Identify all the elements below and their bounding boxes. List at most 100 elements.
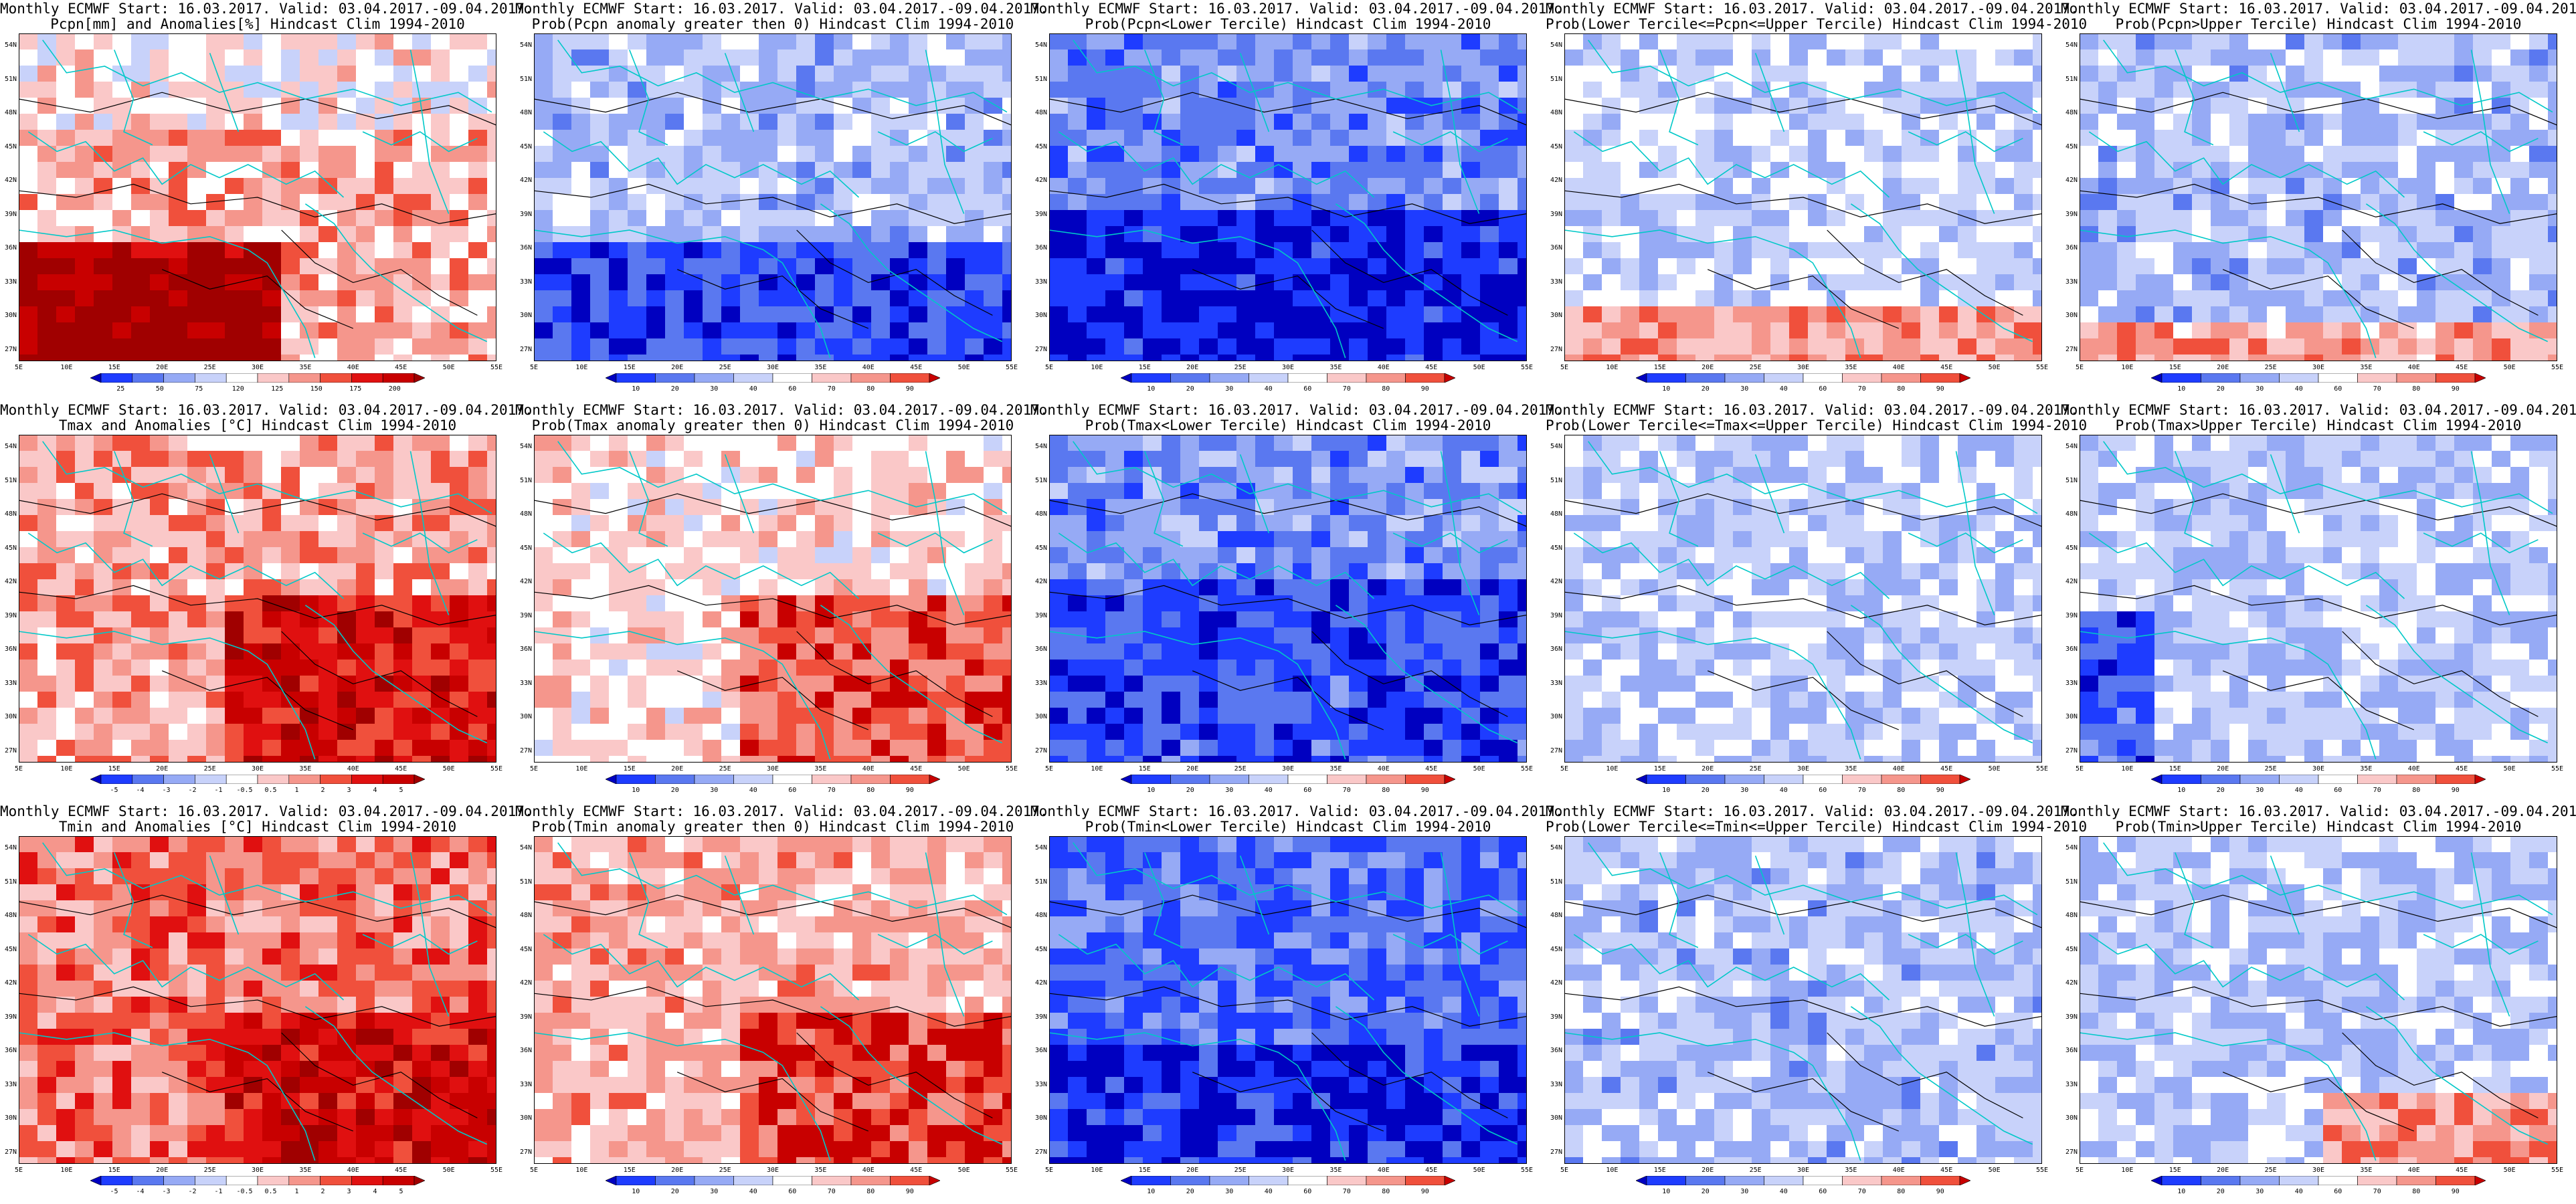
colorbar <box>606 373 940 383</box>
panel-title-line1: Monthly ECMWF Start: 16.03.2017. Valid: … <box>1546 803 2079 819</box>
panel-title-line2: Tmax and Anomalies [°C] Hindcast Clim 19… <box>58 417 457 433</box>
coastline <box>304 1006 488 1145</box>
colorbar-label: -3 <box>162 787 171 794</box>
colorbar-label: 30 <box>1740 1188 1749 1195</box>
latitude-label: 30N <box>1034 312 1047 319</box>
latitude-label: 45N <box>1034 945 1047 953</box>
colorbar-label: 40 <box>1264 1188 1273 1195</box>
map-field <box>2080 836 2557 1164</box>
latitude-label: 51N <box>519 476 532 484</box>
contour-line <box>1564 493 2042 527</box>
colorbar-label: 70 <box>1342 1188 1351 1195</box>
coastline <box>1564 229 1861 359</box>
map-panel: Monthly ECMWF Start: 16.03.2017. Valid: … <box>1030 0 1564 401</box>
latitude-label: 51N <box>1550 476 1562 484</box>
longitude-label: 15E <box>1653 364 1666 371</box>
latitude-label: 45N <box>1034 142 1047 150</box>
panel-title-line1: Monthly ECMWF Start: 16.03.2017. Valid: … <box>515 803 1048 819</box>
longitude-label: 20E <box>156 765 169 773</box>
coastline <box>19 229 316 359</box>
longitude-label: 45E <box>395 364 407 371</box>
coastline <box>114 451 153 547</box>
longitude-label: 20E <box>671 1167 684 1174</box>
latitude-label: 45N <box>4 142 17 150</box>
coastline <box>2470 451 2510 615</box>
coastline <box>1908 131 2023 153</box>
longitude-label: 35E <box>1845 1167 1857 1174</box>
colorbar-swatches <box>1636 775 1970 784</box>
colorbar-label: 20 <box>670 787 679 794</box>
longitude-label: 10E <box>1091 765 1103 773</box>
colorbar-label: 80 <box>1382 787 1390 794</box>
longitude-label: 35E <box>814 364 827 371</box>
colorbar-label: 120 <box>232 385 244 393</box>
coastline <box>2080 1032 2377 1161</box>
contour-line <box>161 670 354 730</box>
colorbar-label: 90 <box>1936 1188 1944 1195</box>
panel-title: Monthly ECMWF Start: 16.03.2017. Valid: … <box>1546 403 2087 433</box>
colorbar-swatches <box>2151 775 2486 784</box>
longitude-label: 55E <box>2035 1167 2049 1174</box>
map-panel: Monthly ECMWF Start: 16.03.2017. Valid: … <box>1546 0 2087 401</box>
longitude-label: 25E <box>1749 364 1762 371</box>
colorbar-label: 10 <box>1147 1188 1156 1195</box>
coastline <box>1754 53 1785 132</box>
coastline <box>2103 441 2553 514</box>
map-frame <box>534 435 1012 763</box>
latitude-label: 33N <box>4 278 17 286</box>
panel-title-line1: Monthly ECMWF Start: 16.03.2017. Valid: … <box>0 1 533 17</box>
coastline <box>534 1032 831 1161</box>
latitude-label: 33N <box>1550 278 1562 286</box>
shaded-field <box>2080 435 2557 763</box>
coastline <box>1573 532 1890 599</box>
contour-line <box>2080 986 2557 1027</box>
longitude-label: 20E <box>1186 765 1199 773</box>
coastline <box>925 49 965 214</box>
colorbar-label: -4 <box>136 1188 145 1195</box>
latitude-label: 30N <box>519 713 532 720</box>
coastline <box>19 631 316 760</box>
contour-line <box>1707 269 1900 329</box>
colorbar-label: 30 <box>710 787 719 794</box>
coastline <box>1573 934 1890 1001</box>
colorbar-label: 70 <box>2373 787 2381 794</box>
latitude-label: 33N <box>519 679 532 687</box>
latitude-label: 48N <box>1550 109 1562 116</box>
latitude-label: 33N <box>1550 679 1562 687</box>
colorbar-label: 70 <box>1857 1188 1866 1195</box>
colorbar-label: -5 <box>110 787 118 794</box>
latitude-label: 48N <box>2065 109 2078 116</box>
panel-title: Monthly ECMWF Start: 16.03.2017. Valid: … <box>0 402 533 433</box>
longitude-label: 25E <box>719 765 731 773</box>
panel-title: Monthly ECMWF Start: 16.03.2017. Valid: … <box>1030 403 1564 433</box>
colorbar-swatches <box>1636 373 1970 383</box>
latitude-label: 39N <box>1550 611 1562 619</box>
contour-line <box>534 986 1012 1027</box>
latitude-label: 42N <box>1034 578 1047 585</box>
latitude-label: 54N <box>1034 41 1047 49</box>
coastline <box>409 49 450 214</box>
colorbar-swatches <box>1121 1176 1455 1185</box>
longitude-label: 20E <box>156 364 169 371</box>
shaded-field <box>534 435 1012 763</box>
coastline <box>724 53 755 132</box>
coastline <box>1073 842 1523 916</box>
colorbar-label: 90 <box>1420 385 1429 393</box>
longitude-label: 15E <box>1138 1167 1151 1174</box>
longitude-label: 25E <box>1749 1167 1762 1174</box>
latitude-label: 48N <box>4 912 17 919</box>
colorbar-label: 40 <box>749 1188 757 1195</box>
latitude-label: 36N <box>2065 244 2078 252</box>
coastline <box>877 934 993 955</box>
longitude-label: 50E <box>1988 364 2001 371</box>
panel-title-line1: Monthly ECMWF Start: 16.03.2017. Valid: … <box>0 402 533 418</box>
contour-line <box>534 493 1012 527</box>
latitude-label: 45N <box>4 544 17 552</box>
panel-title-line2: Prob(Tmin<Lower Tercile) Hindcast Clim 1… <box>1085 819 1491 835</box>
colorbar-label: -5 <box>110 1188 118 1195</box>
coastline <box>1392 532 1508 554</box>
colorbar <box>90 775 425 784</box>
colorbar-label: 70 <box>1857 385 1866 393</box>
panel-title-line1: Monthly ECMWF Start: 16.03.2017. Valid: … <box>2061 1 2576 17</box>
colorbar-label: 25 <box>116 385 125 393</box>
